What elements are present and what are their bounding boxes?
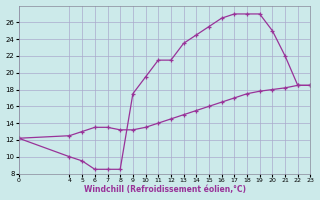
X-axis label: Windchill (Refroidissement éolien,°C): Windchill (Refroidissement éolien,°C): [84, 185, 245, 194]
